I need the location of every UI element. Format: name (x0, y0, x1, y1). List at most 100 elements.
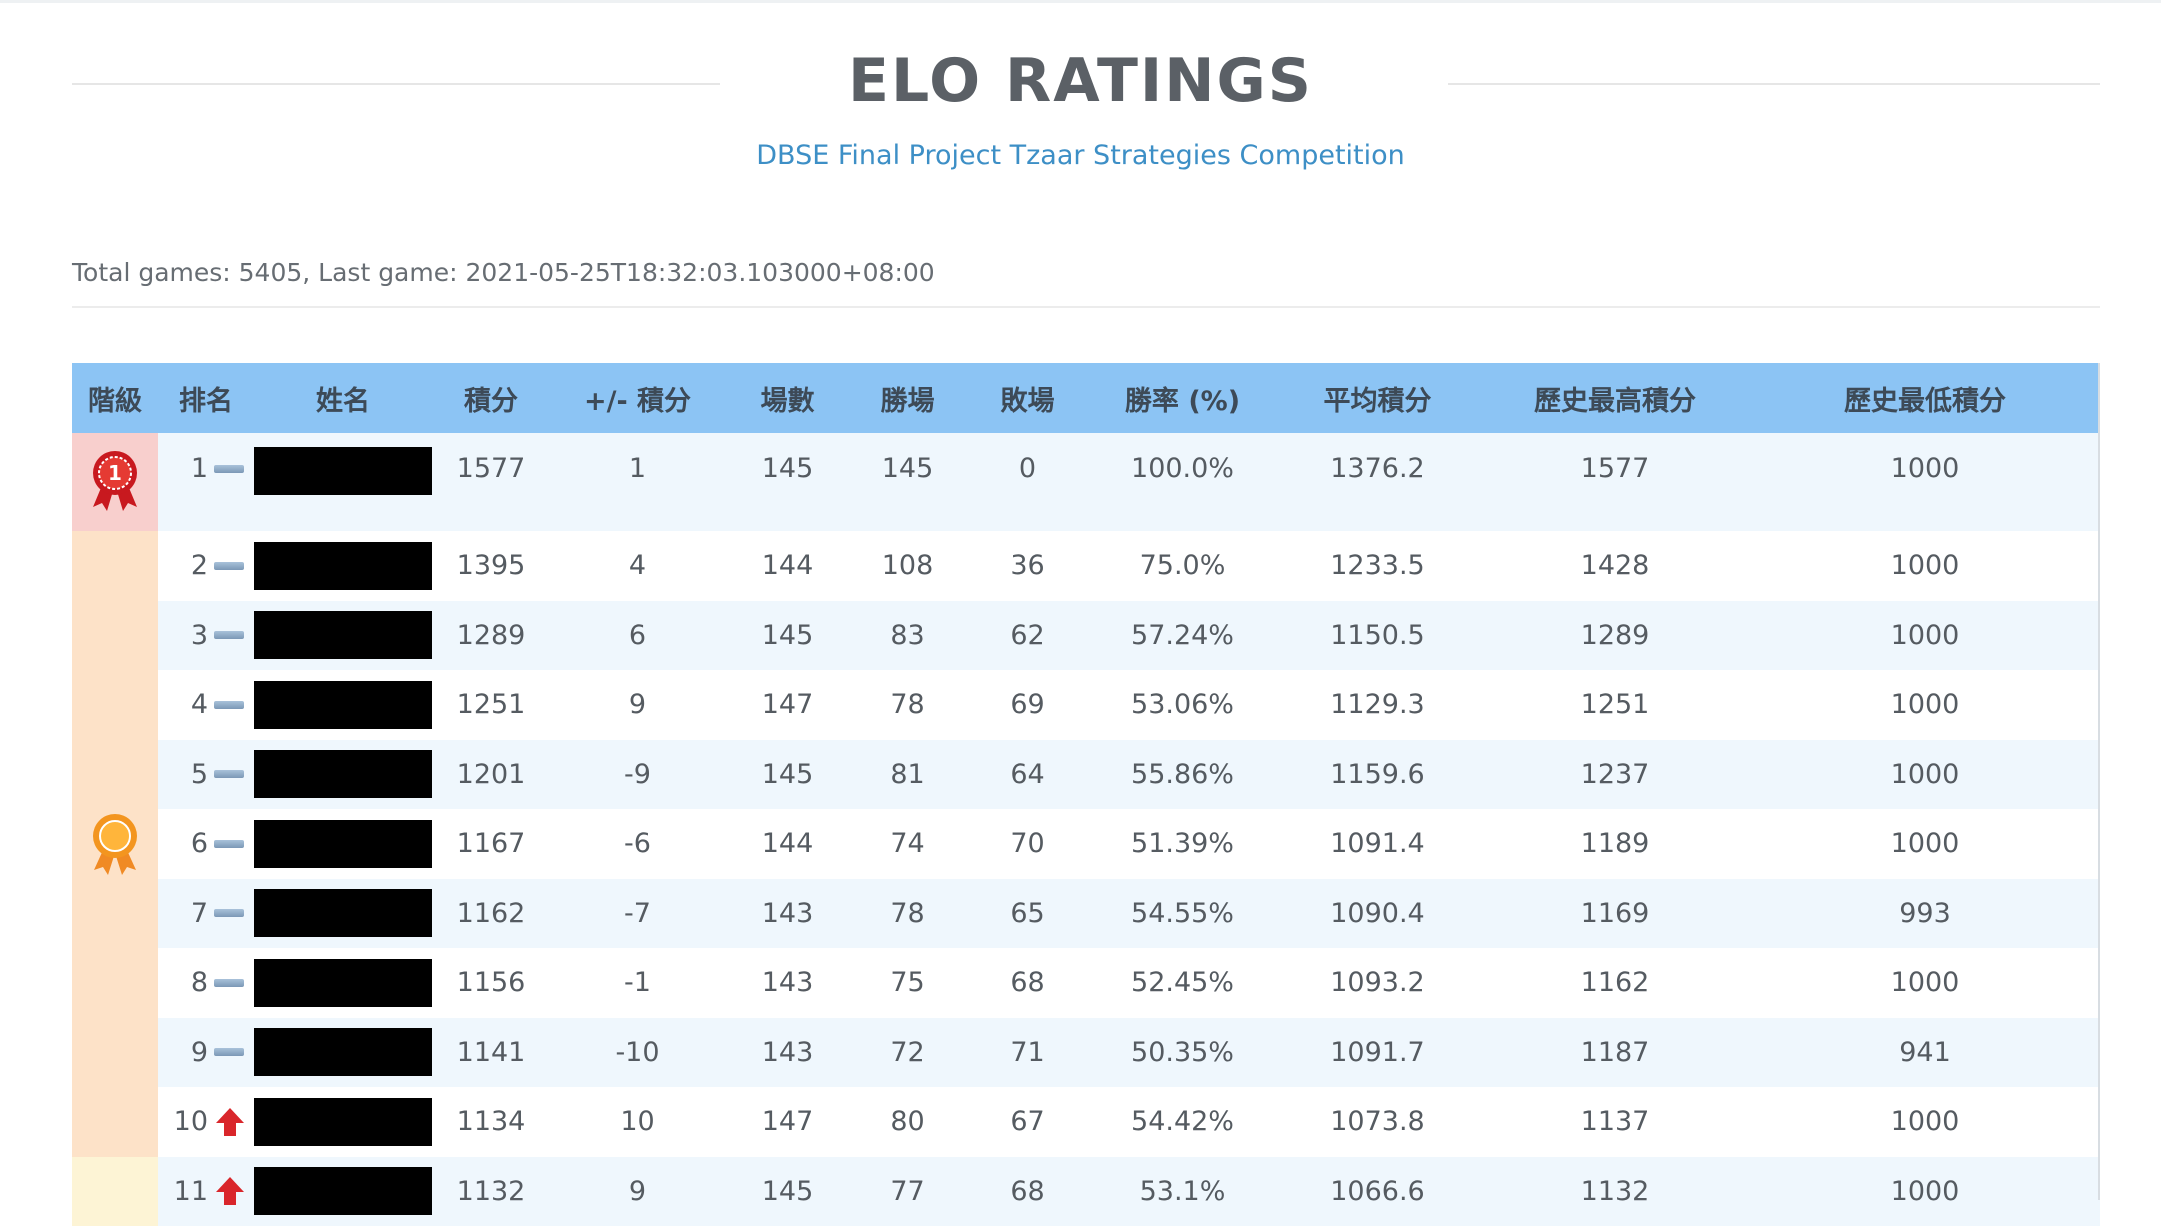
cell-games: 144 (725, 550, 850, 581)
cell-high: 1289 (1480, 620, 1750, 651)
col-header-rank[interactable]: 排名 (158, 379, 254, 418)
cell-games: 143 (725, 898, 850, 929)
cell-low: 1000 (1750, 1106, 2100, 1137)
tier-cell: 1 (72, 433, 158, 531)
col-header-score[interactable]: 積分 (432, 379, 550, 418)
cell-games: 143 (725, 1037, 850, 1068)
trend-same-icon (214, 562, 254, 570)
cell-name (254, 959, 432, 1007)
tier-cell (72, 531, 158, 1157)
cell-avg: 1091.7 (1275, 1037, 1480, 1068)
cell-rank: 8 (158, 967, 254, 998)
redacted-name-block (254, 959, 432, 1007)
cell-wins: 145 (850, 453, 965, 484)
cell-score: 1167 (432, 828, 550, 859)
cell-score: 1156 (432, 967, 550, 998)
cell-rank: 5 (158, 759, 254, 790)
cell-wins: 75 (850, 967, 965, 998)
cell-low: 1000 (1750, 689, 2100, 720)
trend-same-icon (214, 631, 254, 639)
cell-games: 145 (725, 759, 850, 790)
col-header-tier[interactable]: 階級 (72, 379, 158, 418)
trend-same-icon (214, 701, 254, 709)
table-right-border (2098, 363, 2100, 1200)
cell-delta: -10 (550, 1037, 725, 1068)
col-header-delta[interactable]: +/- 積分 (550, 379, 725, 418)
cell-name (254, 750, 432, 798)
cell-delta: -9 (550, 759, 725, 790)
cell-losses: 71 (965, 1037, 1090, 1068)
cell-high: 1137 (1480, 1106, 1750, 1137)
col-header-wins[interactable]: 勝場 (850, 379, 965, 418)
cell-score: 1132 (432, 1176, 550, 1207)
no-change-icon (214, 631, 244, 639)
cell-low: 1000 (1750, 550, 2100, 581)
col-header-low[interactable]: 歷史最低積分 (1750, 379, 2100, 418)
cell-name (254, 542, 432, 590)
col-header-losses[interactable]: 敗場 (965, 379, 1090, 418)
cell-rank: 11 (158, 1176, 254, 1207)
elo-ratings-page: ELO RATINGS DBSE Final Project Tzaar Str… (0, 0, 2161, 1200)
rank-number: 7 (191, 898, 208, 929)
cell-rank: 9 (158, 1037, 254, 1068)
cell-high: 1428 (1480, 550, 1750, 581)
cell-avg: 1129.3 (1275, 689, 1480, 720)
trend-up-icon (214, 1107, 254, 1137)
cell-low: 1000 (1750, 453, 2100, 484)
trend-up-icon (214, 1176, 254, 1206)
no-change-icon (214, 770, 244, 778)
cell-wins: 77 (850, 1176, 965, 1207)
cell-winrate: 53.06% (1090, 689, 1275, 720)
cell-low: 1000 (1750, 1176, 2100, 1207)
games-summary: Total games: 5405, Last game: 2021-05-25… (72, 258, 935, 287)
ratings-table: 階級 排名 姓名 積分 +/- 積分 場數 勝場 敗場 勝率 (%) 平均積分 … (72, 363, 2100, 1226)
cell-avg: 1150.5 (1275, 620, 1480, 651)
cell-score: 1289 (432, 620, 550, 651)
col-header-high[interactable]: 歷史最高積分 (1480, 379, 1750, 418)
cell-high: 1132 (1480, 1176, 1750, 1207)
svg-text:1: 1 (108, 461, 122, 485)
trend-same-icon (214, 979, 254, 987)
rank-number: 9 (191, 1037, 208, 1068)
col-header-avg[interactable]: 平均積分 (1275, 379, 1480, 418)
cell-low: 1000 (1750, 620, 2100, 651)
cell-avg: 1376.2 (1275, 453, 1480, 484)
rank-number: 11 (174, 1176, 208, 1207)
cell-avg: 1233.5 (1275, 550, 1480, 581)
cell-wins: 78 (850, 689, 965, 720)
col-header-games[interactable]: 場數 (725, 379, 850, 418)
tier-cell (72, 1157, 158, 1226)
cell-rank: 10 (158, 1106, 254, 1137)
cell-games: 145 (725, 1176, 850, 1207)
cell-low: 1000 (1750, 828, 2100, 859)
cell-delta: 9 (550, 1176, 725, 1207)
rank-number: 6 (191, 828, 208, 859)
col-header-name[interactable]: 姓名 (254, 379, 432, 418)
cell-high: 1577 (1480, 453, 1750, 484)
page-title: ELO RATINGS (0, 46, 2161, 116)
cell-games: 145 (725, 453, 850, 484)
redacted-name-block (254, 820, 432, 868)
no-change-icon (214, 562, 244, 570)
cell-avg: 1090.4 (1275, 898, 1480, 929)
cell-losses: 68 (965, 1176, 1090, 1207)
redacted-name-block (254, 611, 432, 659)
rank-number: 8 (191, 967, 208, 998)
cell-winrate: 52.45% (1090, 967, 1275, 998)
col-header-winrate[interactable]: 勝率 (%) (1090, 379, 1275, 418)
rank-number: 2 (191, 550, 208, 581)
cell-score: 1251 (432, 689, 550, 720)
rank-number: 5 (191, 759, 208, 790)
